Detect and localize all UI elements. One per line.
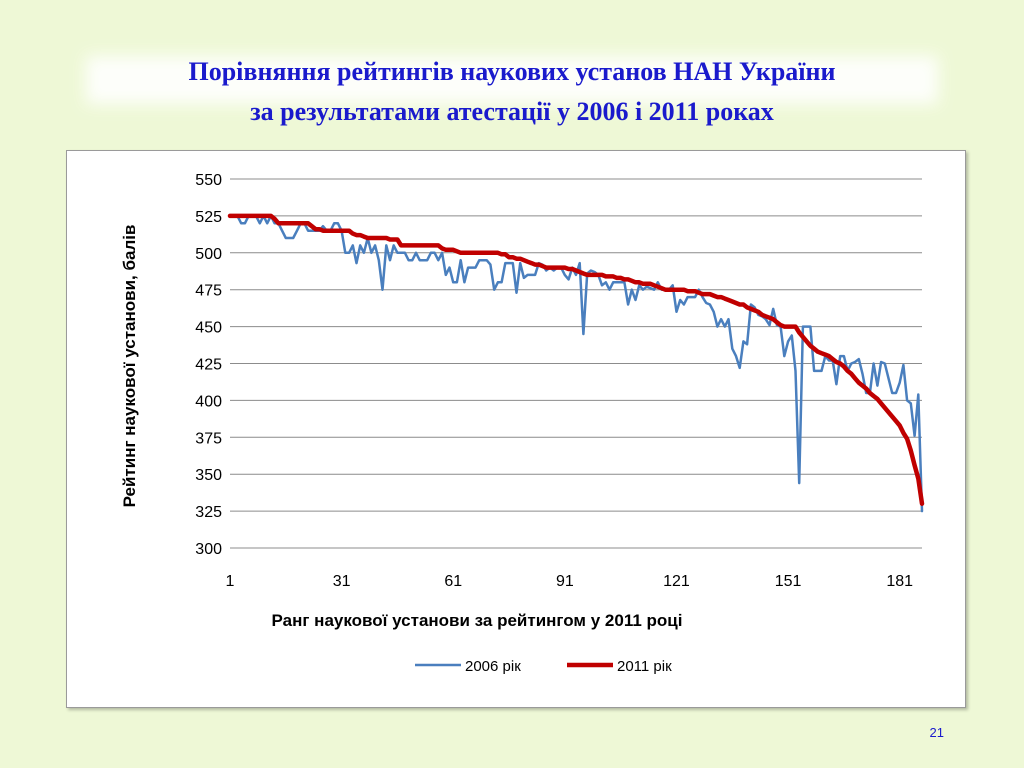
legend-label: 2011 рік <box>617 658 672 675</box>
title-glow <box>86 56 938 104</box>
x-axis-title: Ранг наукової установи за рейтингом у 20… <box>272 611 683 630</box>
series-line-2011 <box>227 213 925 506</box>
slide-title: Порівняння рейтингів наукових установ НА… <box>0 52 1024 132</box>
x-tick-label: 61 <box>444 573 462 590</box>
y-axis-title: Рейтинг наукової установи, балів <box>120 225 139 508</box>
x-tick-label: 31 <box>333 573 351 590</box>
y-tick-label: 350 <box>195 467 222 484</box>
y-tick-label: 325 <box>195 504 222 521</box>
x-tick-label: 151 <box>775 573 802 590</box>
legend-label: 2006 рік <box>465 658 521 675</box>
y-tick-label: 500 <box>195 246 222 263</box>
x-tick-label: 181 <box>886 573 913 590</box>
series-lines <box>227 213 925 513</box>
y-tick-label: 400 <box>195 393 222 410</box>
legend: 2006 рік 2011 рік <box>415 658 672 675</box>
series-line-2006 <box>228 214 924 513</box>
x-tick-label: 1 <box>226 573 235 590</box>
line-chart: 300 325 350 375 400 425 450 475 500 525 550 1 31 61 9… <box>120 172 925 675</box>
chart-frame: 300 325 350 375 400 425 450 475 500 525 550 1 31 61 9… <box>66 150 966 708</box>
slide-number: 21 <box>929 725 944 740</box>
y-tick-label: 300 <box>195 541 222 558</box>
y-tick-label: 550 <box>195 172 222 189</box>
y-tick-label: 450 <box>195 320 222 337</box>
x-tick-labels: 1 31 61 91 121 151 181 <box>226 573 914 590</box>
title-line-2: за результатами атестації у 2006 і 2011 … <box>250 97 774 126</box>
x-tick-label: 121 <box>663 573 690 590</box>
title-line-1: Порівняння рейтингів наукових установ НА… <box>188 57 836 86</box>
y-tick-label: 425 <box>195 357 222 374</box>
y-tick-labels: 300 325 350 375 400 425 450 475 500 525 550 <box>195 172 222 558</box>
y-tick-label: 375 <box>195 430 222 447</box>
y-tick-label: 525 <box>195 209 222 226</box>
y-tick-label: 475 <box>195 283 222 300</box>
x-tick-label: 91 <box>556 573 574 590</box>
